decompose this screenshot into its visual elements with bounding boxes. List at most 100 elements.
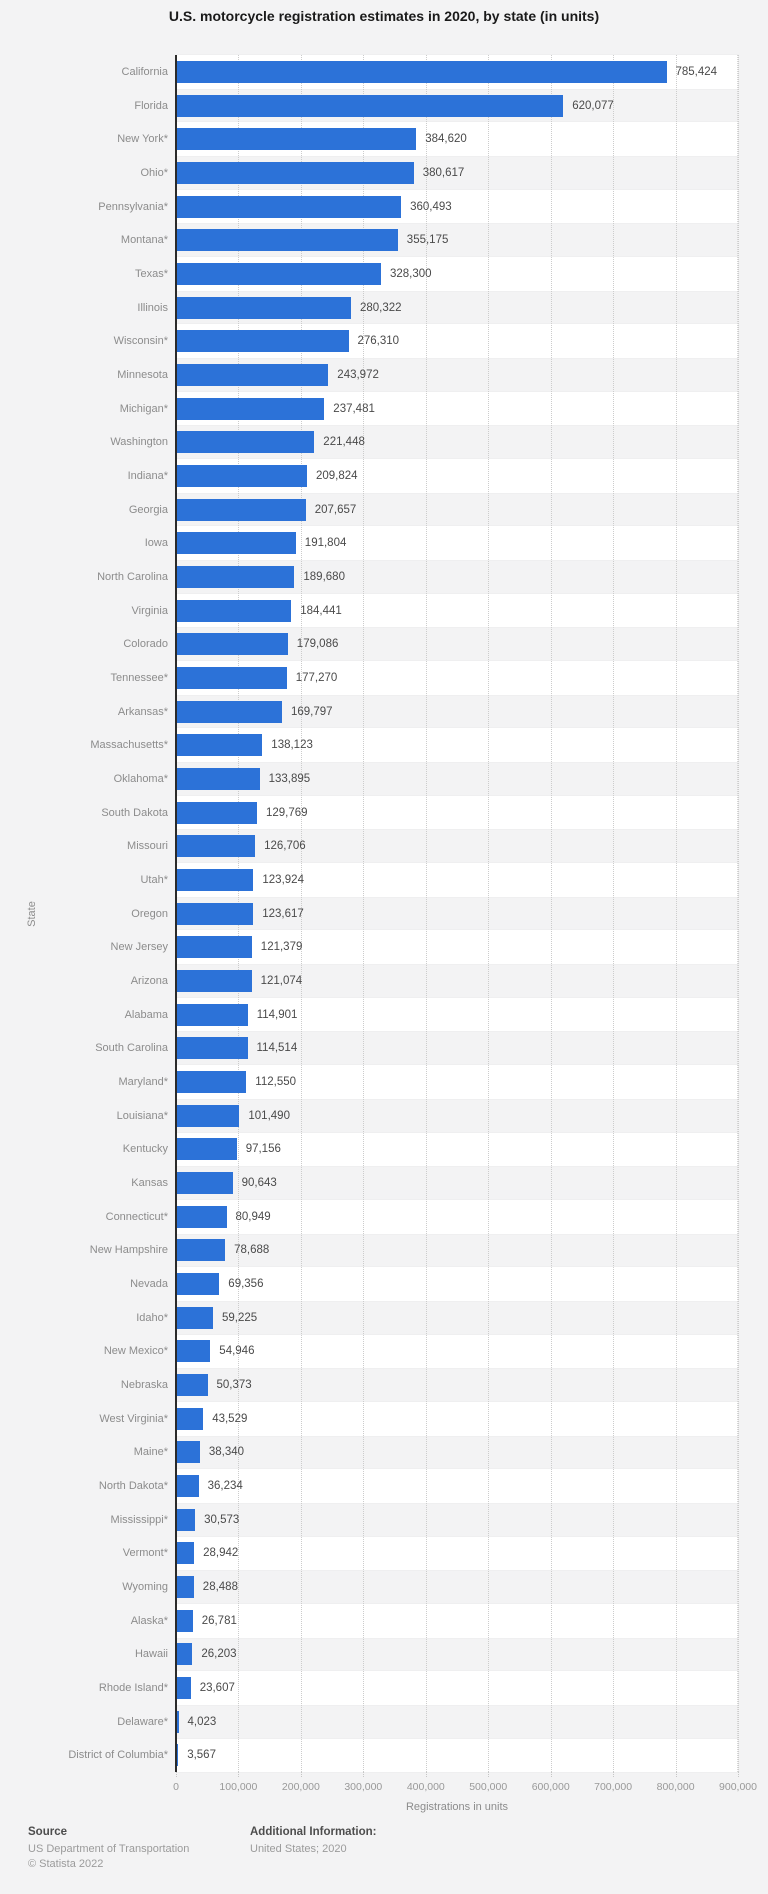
bar [176, 464, 307, 487]
state-label: Wyoming [122, 1581, 168, 1594]
state-label: Nebraska [120, 1379, 168, 1392]
bar [176, 330, 349, 353]
row-plot: 237,481 [176, 391, 738, 426]
state-label: District of Columbia* [68, 1749, 168, 1762]
value-label: 138,123 [271, 739, 313, 752]
value-label: 28,942 [203, 1547, 239, 1560]
state-label: North Dakota* [98, 1480, 168, 1493]
bar [176, 1643, 193, 1666]
row-plot: 50,373 [176, 1368, 738, 1402]
x-tick-mark [425, 1772, 427, 1777]
row-plot: 243,972 [176, 358, 738, 392]
row-plot: 28,942 [176, 1536, 738, 1571]
bar [176, 1744, 179, 1767]
bar [176, 1205, 227, 1228]
chart-row: Vermont* 28,942 [0, 1536, 768, 1571]
bar [176, 195, 402, 218]
chart-row: District of Columbia* 3,567 [0, 1738, 768, 1773]
state-label: Pennsylvania* [98, 200, 168, 213]
value-label: 328,300 [390, 267, 432, 280]
state-label: Illinois [137, 301, 168, 314]
value-label: 4,023 [187, 1715, 217, 1728]
row-plot: 380,617 [176, 156, 738, 190]
row-plot: 276,310 [176, 324, 738, 359]
row-plot: 169,797 [176, 695, 738, 729]
state-label: Arizona [130, 974, 168, 987]
row-plot: 26,781 [176, 1603, 738, 1638]
value-label: 785,424 [675, 65, 718, 78]
x-tick-label: 600,000 [531, 1781, 570, 1793]
row-plot: 184,441 [176, 593, 738, 628]
chart-row: Delaware* 4,023 [0, 1705, 768, 1739]
value-label: 177,270 [295, 671, 338, 684]
value-label: 123,617 [262, 907, 304, 920]
x-tick-label: 200,000 [281, 1781, 320, 1793]
chart-row: Indiana* 209,824 [0, 459, 768, 493]
value-label: 80,949 [235, 1210, 271, 1223]
state-label: Oklahoma* [113, 772, 168, 785]
state-label: South Dakota [101, 806, 168, 819]
value-label: 59,225 [222, 1311, 258, 1324]
bar [176, 700, 282, 723]
value-label: 26,781 [201, 1614, 237, 1627]
state-label: Utah* [140, 873, 168, 886]
state-label: Missouri [127, 840, 168, 853]
chart-row: Nevada 69,356 [0, 1267, 768, 1301]
chart-row: Montana* 355,175 [0, 223, 768, 257]
value-label: 384,620 [425, 133, 467, 146]
state-label: Rhode Island* [98, 1682, 168, 1695]
state-label: Louisiana* [116, 1109, 168, 1122]
state-label: Michigan* [119, 402, 168, 415]
value-label: 38,340 [208, 1446, 245, 1459]
value-label: 276,310 [357, 335, 400, 348]
chart-row: Texas* 328,300 [0, 257, 768, 291]
row-plot: 101,490 [176, 1099, 738, 1133]
row-plot: 97,156 [176, 1132, 738, 1167]
x-tick-mark [550, 1772, 552, 1777]
row-plot: 355,175 [176, 223, 738, 257]
state-label: California [121, 65, 168, 78]
value-label: 30,573 [204, 1513, 240, 1526]
bar [176, 565, 295, 588]
row-plot: 3,567 [176, 1738, 738, 1773]
chart-row: Oregon 123,617 [0, 897, 768, 931]
value-label: 169,797 [291, 705, 333, 718]
value-label: 126,706 [264, 840, 306, 853]
bar [176, 1239, 226, 1262]
value-label: 26,203 [201, 1648, 237, 1661]
bar [176, 1441, 200, 1464]
bar [176, 1273, 220, 1296]
bar [176, 128, 417, 151]
x-tick-mark [738, 1772, 739, 1777]
state-label: Virginia [131, 604, 169, 617]
value-label: 123,924 [262, 873, 304, 886]
chart-row: Washington 221,448 [0, 425, 768, 459]
value-label: 36,234 [207, 1480, 243, 1493]
row-plot: 126,706 [176, 829, 738, 863]
chart-row: Tennessee* 177,270 [0, 661, 768, 695]
bar [176, 1037, 248, 1060]
value-label: 114,901 [256, 1008, 298, 1021]
row-plot: 209,824 [176, 459, 738, 493]
rows: California 785,424 Florida 620,077 New Y… [0, 55, 768, 1773]
x-tick-label: 800,000 [656, 1781, 695, 1793]
bar [176, 532, 296, 555]
chart-row: Idaho* 59,225 [0, 1301, 768, 1335]
row-plot: 785,424 [176, 55, 738, 89]
x-axis-ticks: 0 100,000 200,000 300,000 400,000 500,000 600,… [0, 1772, 768, 1800]
chart-row: Florida 620,077 [0, 89, 768, 123]
bar [176, 902, 254, 925]
row-plot: 129,769 [176, 795, 738, 830]
row-plot: 26,203 [176, 1638, 738, 1672]
row-plot: 189,680 [176, 560, 738, 594]
chart-row: Oklahoma* 133,895 [0, 762, 768, 796]
bar [176, 767, 260, 790]
chart-row: South Dakota 129,769 [0, 795, 768, 830]
chart-row: South Carolina 114,514 [0, 1031, 768, 1065]
value-label: 78,688 [234, 1244, 270, 1257]
value-label: 3,567 [187, 1749, 216, 1762]
value-label: 380,617 [422, 166, 465, 179]
state-label: Maine* [133, 1446, 168, 1459]
bar [176, 1340, 211, 1363]
value-label: 179,086 [296, 638, 339, 651]
